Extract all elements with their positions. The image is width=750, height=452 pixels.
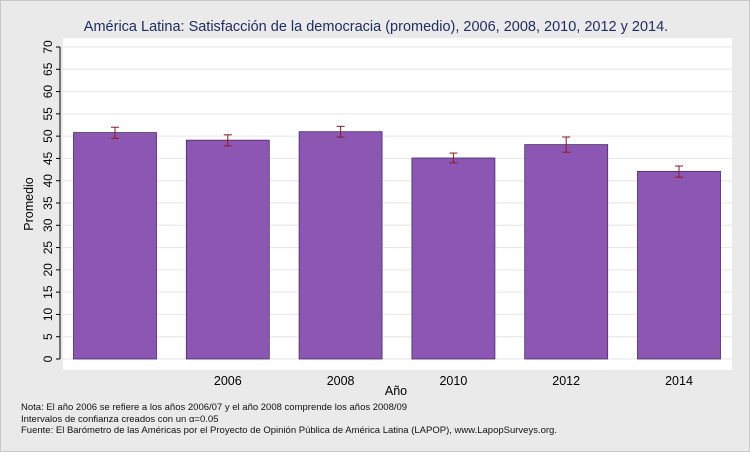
bar (298, 131, 383, 360)
y-tick-label: 30 (41, 218, 55, 232)
plot-area (63, 38, 732, 370)
y-tick-label: 45 (41, 151, 55, 165)
chart-notes: Nota: El año 2006 se refiere a los años … (21, 402, 557, 437)
y-tick-label: 25 (41, 241, 55, 255)
x-tick-label: 2014 (665, 374, 693, 388)
y-tick-label: 65 (41, 62, 55, 76)
x-tick-label: 2012 (552, 374, 580, 388)
source-line: Fuente: El Barómetro de las Américas por… (21, 425, 557, 436)
bar-chart: América Latina: Satisfacción de la democ… (22, 19, 732, 398)
note-line: Nota: El año 2006 se refiere a los años … (21, 402, 408, 413)
bar (524, 144, 609, 360)
y-tick-label: 0 (41, 355, 55, 362)
y-tick-label: 55 (41, 107, 55, 121)
y-tick-label: 50 (41, 129, 55, 143)
x-axis-label: Año (385, 384, 407, 398)
y-tick-label: 70 (41, 40, 55, 54)
chart-title: América Latina: Satisfacción de la democ… (84, 19, 668, 35)
bar (411, 157, 496, 360)
bar (73, 132, 157, 360)
y-tick-label: 20 (41, 263, 55, 277)
bar (185, 139, 270, 360)
x-tick-label: 2008 (327, 374, 355, 388)
y-axis-label: Promedio (22, 177, 36, 231)
x-tick-label: 2006 (214, 374, 242, 388)
y-tick-label: 5 (41, 333, 55, 340)
y-tick-label: 10 (41, 307, 55, 321)
x-tick-label: 2010 (439, 374, 467, 388)
y-tick-label: 15 (41, 285, 55, 299)
bar (637, 170, 721, 360)
y-tick-label: 35 (41, 196, 55, 210)
note-line: Intervalos de confianza creados con un α… (21, 413, 219, 425)
y-tick-label: 40 (41, 174, 55, 188)
y-tick-label: 60 (41, 85, 55, 99)
